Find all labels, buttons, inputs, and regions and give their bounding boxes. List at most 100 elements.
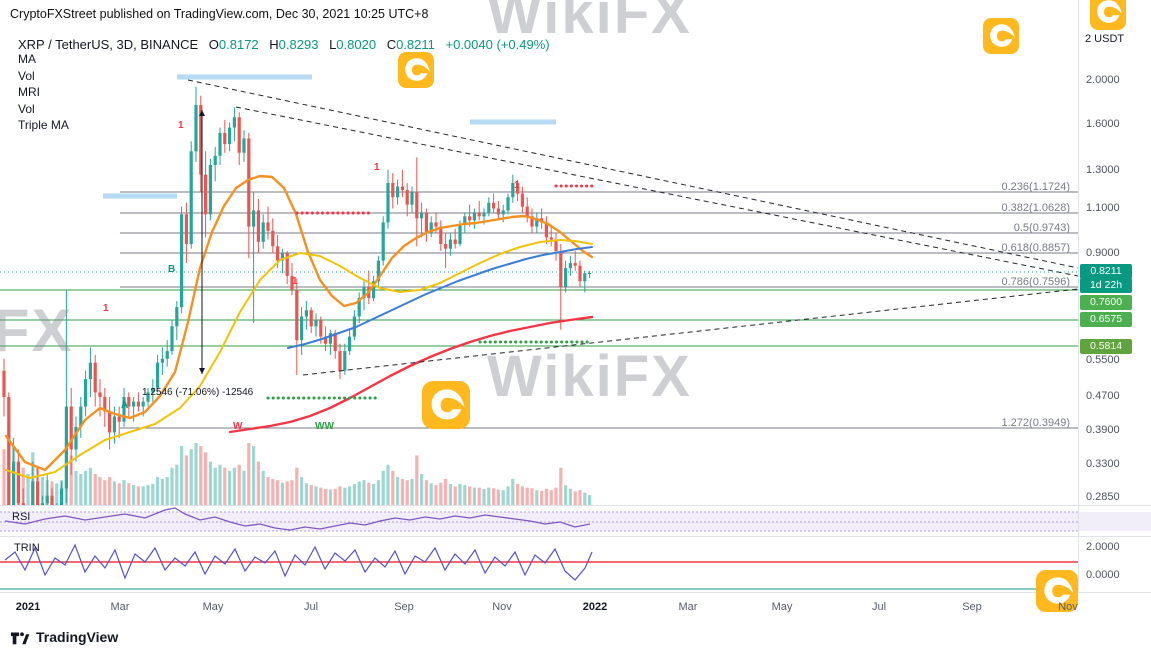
volume-bar	[208, 461, 212, 505]
mri-marker-a: A	[121, 400, 129, 411]
volume-bar	[88, 467, 92, 505]
volume-bar	[391, 470, 395, 505]
candle-body	[199, 105, 203, 175]
volume-bar	[381, 470, 385, 505]
candle-body	[448, 239, 452, 249]
candle-body	[160, 358, 164, 363]
volume-bar	[405, 480, 409, 505]
volume-bar	[482, 488, 486, 505]
volume-bar	[79, 474, 83, 505]
ma-fast	[4, 174, 594, 472]
tradingview-logo[interactable]: TradingView	[10, 627, 118, 647]
candle-body	[103, 396, 107, 412]
candle-body	[482, 212, 486, 217]
volume-bar	[136, 486, 140, 505]
candle-body	[261, 222, 265, 242]
price-scale-label: 0.5500	[1086, 354, 1120, 366]
candle-body	[333, 333, 337, 352]
candle-body	[108, 411, 112, 433]
volume-bar	[184, 455, 188, 505]
ma-200	[228, 315, 594, 434]
volume-bar	[266, 477, 270, 505]
mri-marker-ww: WW	[315, 421, 334, 432]
price-scale-label: 0.2850	[1086, 491, 1120, 503]
price-scale-label: 0.3900	[1086, 424, 1120, 436]
candle-body	[208, 165, 212, 215]
mri-marker-w: W	[233, 421, 243, 432]
candle-body	[468, 216, 472, 221]
volume-bar	[410, 478, 414, 505]
volume-bar	[132, 485, 136, 505]
candle-body	[472, 212, 476, 221]
fib-label: 0.236(1.1724)	[1001, 181, 1071, 193]
candle-body	[300, 316, 304, 341]
candle-body	[266, 222, 270, 231]
legend-item-ma[interactable]: MA	[18, 52, 36, 66]
legend-item-mri[interactable]: MRI	[18, 85, 40, 99]
volume-bar	[194, 443, 198, 505]
trendline[interactable]	[235, 106, 1078, 277]
legend-item-vol[interactable]: Vol	[18, 68, 35, 83]
candle-body	[189, 151, 193, 245]
candle-body	[180, 214, 184, 308]
volume-bar	[55, 483, 59, 505]
rsi-band	[0, 512, 1151, 531]
fib-label: 1.272(0.3949)	[1001, 417, 1071, 429]
candle-body	[400, 186, 404, 191]
candle-body	[477, 212, 481, 217]
volume-bar	[232, 467, 236, 505]
trendline[interactable]	[302, 288, 1078, 376]
candle-body	[247, 138, 251, 227]
symbol-title[interactable]: XRP / TetherUS, 3D, BINANCE	[18, 37, 199, 52]
candle-body	[151, 387, 155, 393]
volume-bar	[69, 455, 73, 505]
volume-bar	[156, 477, 160, 505]
volume-bar	[319, 487, 323, 505]
ma-medium	[5, 239, 593, 479]
volume-bar	[304, 483, 308, 505]
candle-body	[525, 206, 529, 217]
volume-bar	[2, 449, 6, 505]
volume-bar	[103, 480, 107, 505]
legend-item-triple-ma[interactable]: Triple MA	[18, 118, 69, 132]
legend-item-vol[interactable]: Vol	[18, 101, 35, 116]
high-label: H	[269, 37, 279, 52]
volume-bar	[261, 470, 265, 505]
candle-body	[218, 132, 222, 156]
candle-body	[357, 298, 361, 317]
volume-bar	[343, 487, 347, 505]
candle-body	[45, 495, 49, 504]
highlight-level	[470, 119, 556, 125]
candle-body	[50, 495, 54, 506]
volume-bar	[549, 490, 553, 505]
volume-bar	[160, 478, 164, 505]
main-pane[interactable]	[0, 74, 1078, 576]
volume-bar	[559, 467, 563, 505]
trendline[interactable]	[187, 79, 1078, 269]
candle-body	[280, 253, 284, 261]
highlight-level	[177, 74, 312, 80]
candle-body	[146, 392, 150, 402]
candle-body	[348, 336, 352, 352]
candle-body	[290, 275, 294, 290]
volume-bar	[314, 486, 318, 505]
volume-bar	[472, 487, 476, 505]
candle-body	[112, 416, 116, 433]
volume-bar	[112, 481, 116, 505]
candle-body	[434, 222, 438, 227]
symbol-row: XRP / TetherUS, 3D, BINANCE O0.8172 H0.8…	[18, 37, 550, 52]
candle-body	[276, 246, 280, 261]
candle-body	[2, 370, 6, 397]
volume-bar	[573, 491, 577, 505]
volume-bar	[242, 470, 246, 505]
rsi-pane-label[interactable]: RSI	[12, 511, 31, 523]
volume-bar	[228, 470, 232, 505]
candle-body	[568, 263, 572, 269]
candle-body	[420, 212, 424, 219]
time-axis-label: Nov	[1058, 601, 1078, 613]
candle-body	[69, 406, 73, 450]
price-scale-label: 1.3000	[1086, 164, 1120, 176]
trin-pane-label[interactable]: TRIN	[14, 542, 40, 554]
